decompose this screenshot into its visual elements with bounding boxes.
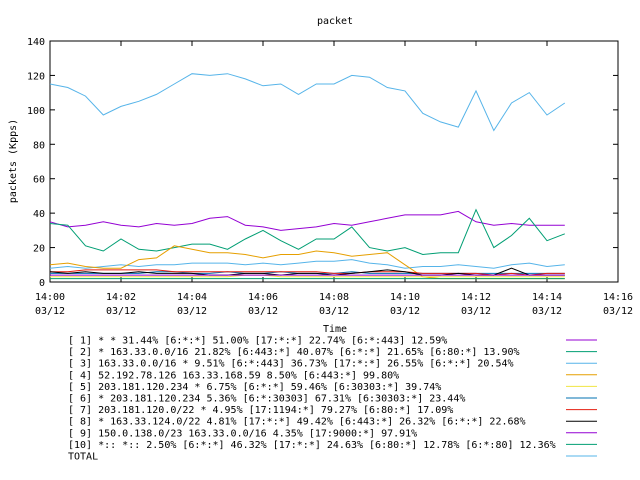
x-tick-time-label: 14:14 [532,292,562,303]
legend-entry-label: [ 8] * 163.33.124.0/22 4.81% [17:*:*] 49… [68,417,526,428]
x-tick-time-label: 14:00 [35,292,65,303]
series-line-1 [49,210,565,231]
legend-entry-label: [10] *:: *:: 2.50% [6:*:*] 46.32% [17:*:… [68,440,556,451]
y-axis-label: packets (Kpps) [8,119,19,203]
y-tick-label: 40 [33,209,45,220]
series-line-7 [50,269,565,276]
x-tick-time-label: 14:08 [319,292,349,303]
series-lines [49,73,566,280]
y-tick-label: 0 [39,278,45,289]
x-tick-time-label: 14:12 [461,292,491,303]
y-axis: 0 20 40 60 80 100 120 140 [27,37,618,289]
legend-entry-label: TOTAL [68,452,98,463]
legend-entry-label: [ 5] 203.181.120.234 * 6.75% [6:*:*] 59.… [68,382,441,393]
x-tick-date-label: 03/12 [603,306,633,317]
x-tick-date-label: 03/12 [390,306,420,317]
x-tick-date-label: 03/12 [461,306,491,317]
legend-entry-label: [ 3] 163.33.0.0/16 * 9.51% [6:*:443] 36.… [68,359,514,370]
legend: [ 1] * * 31.44% [6:*:*] 51.00% [17:*:*] … [68,336,597,463]
legend-entry-label: [ 4] 52.192.78.126 163.33.168.59 8.50% [… [68,370,399,381]
x-axis: 14:00 03/12 14:02 03/12 14:04 03/12 14:06 03/12… [35,41,633,317]
series-line-2 [49,208,565,256]
y-tick-label: 20 [33,244,45,255]
legend-entry-label: [ 7] 203.181.120.0/22 * 4.95% [17:1194:*… [68,405,453,416]
chart-title: packet [317,16,353,27]
x-tick-date-label: 03/12 [319,306,349,317]
x-axis-label: Time [323,324,347,335]
legend-entry-label: [ 1] * * 31.44% [6:*:*] 51.00% [17:*:*] … [68,336,447,347]
series-line-3 [49,259,565,269]
x-tick-date-label: 03/12 [177,306,207,317]
x-tick-date-label: 03/12 [106,306,136,317]
plot-area [49,40,619,283]
legend-entry-label: [ 2] * 163.33.0.0/16 21.82% [6:443:*] 40… [68,347,520,358]
x-tick-time-label: 14:10 [390,292,420,303]
legend-entry-label: [ 9] 150.0.138.0/23 163.33.0.0/16 4.35% … [68,428,417,439]
x-tick-time-label: 14:02 [106,292,136,303]
y-tick-label: 60 [33,175,45,186]
y-tick-label: 100 [27,106,45,117]
x-tick-date-label: 03/12 [532,306,562,317]
y-tick-label: 80 [33,140,45,151]
y-tick-label: 120 [27,71,45,82]
x-tick-time-label: 14:06 [248,292,278,303]
plot-border [49,40,619,283]
series-line-11 [49,73,566,132]
series-line-5 [50,274,565,278]
x-tick-date-label: 03/12 [248,306,278,317]
x-tick-time-label: 14:04 [177,292,207,303]
x-tick-date-label: 03/12 [35,306,65,317]
legend-entry-label: [ 6] * 203.181.120.234 5.36% [6:*:30303]… [68,394,465,405]
y-tick-label: 140 [27,37,45,48]
x-tick-time-label: 14:16 [603,292,633,303]
